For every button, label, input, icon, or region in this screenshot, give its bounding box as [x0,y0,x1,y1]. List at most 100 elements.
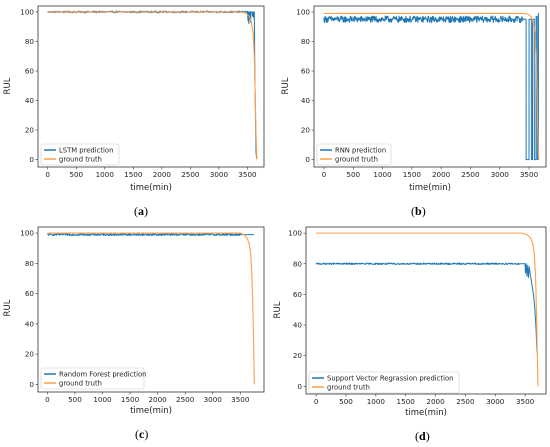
panel-b-ylabel: RUL [281,77,291,94]
panel-d-ticks: 0 500 1000 1500 2000 2500 3000 3500 0 20 40 60 80 100 [288,229,534,406]
panel-c-axes-frame [37,226,265,393]
panel-d-legend-label-truth: ground truth [327,384,370,392]
panel-b-xtick-label-3: 1500 [403,170,422,179]
panel-d-ytick-label-5: 100 [288,229,302,238]
panel-c-legend: Random Forest prediction ground truth [40,367,146,390]
panel-a-ytick-label-4: 80 [25,37,35,46]
panel-a-legend-label-truth: ground truth [59,156,102,164]
panel-d-xtick-label-5: 2500 [456,397,475,406]
panel-a-xtick-label-4: 2000 [153,170,172,179]
panel-d-xtick-label-4: 2000 [426,397,445,406]
panel-d-caption-letter: d [419,429,426,443]
panel-c-caption-letter: c [139,427,145,441]
panel-c-xtick-label-2: 1000 [93,395,112,404]
panel-d: 0 500 1000 1500 2000 2500 3000 3500 0 20 40 60 80 100… [273,226,547,443]
panel-c-ytick-label-0: 0 [29,380,34,389]
panel-c-legend-box [40,367,145,390]
panel-a-ylabel: RUL [3,77,13,94]
panel-a-xlabel: time(min) [130,183,172,193]
panel-a-xtick-label-0: 0 [45,170,50,179]
panel-d-xlabel: time(min) [405,408,447,418]
panel-b-series-truth-line [323,12,540,160]
panel-a-xtick-label-6: 3000 [210,170,229,179]
panel-c-xtick-label-1: 500 [68,395,82,404]
panel-b-xlabel: time(min) [409,183,451,193]
panel-b-legend-box [316,143,392,166]
panel-b-xtick-label-1: 500 [346,170,360,179]
panel-a-legend: LSTM prediction ground truth [40,143,120,166]
panel-c-ytick-label-5: 100 [20,229,34,238]
panel-a-xtick-label-3: 1500 [124,170,143,179]
panel-c-series-prediction-line [47,233,255,237]
panel-d-legend-label-prediction: Support Vector Regrassion prediction [327,375,453,383]
panel-c-xtick-label-0: 0 [45,395,50,404]
panel-d-plot-area [315,232,539,387]
panel-c-xtick-label-4: 2000 [148,395,167,404]
panel-b-ytick-label-5: 100 [296,7,310,16]
panel-c-ytick-label-2: 40 [25,319,35,328]
panel-d-legend: Support Vector Regrassion prediction gro… [308,371,460,394]
panel-c-ytick-label-3: 60 [25,289,35,298]
panel-d-xtick-label-2: 1000 [367,397,386,406]
panel-a-legend-label-prediction: LSTM prediction [59,147,113,155]
panel-d-series-prediction-line [315,262,538,353]
panel-b-xtick-label-0: 0 [322,170,327,179]
panel-c-ylabel: RUL [3,299,13,316]
panel-a-xtick-label-1: 500 [69,170,83,179]
panel-b-axes-frame [313,5,547,168]
panel-a-legend-box [40,143,120,166]
panel-c-caption: (c) [135,427,148,441]
panel-a-ticks: 0 500 1000 1500 2000 2500 3000 3500 0 20 40 60 80 100 [20,7,257,179]
panel-a-ytick-label-5: 100 [20,7,34,16]
panel-d-ytick-label-4: 80 [293,259,303,268]
panel-d-series-truth-line [316,232,539,387]
panel-c-xlabel: time(min) [130,406,172,416]
panel-b-ytick-label-3: 60 [301,66,311,75]
panel-b-ytick-label-0: 0 [305,155,310,164]
panel-b-ticks: 0 500 1000 1500 2000 2500 3000 3500 0 20 40 60 80 100 [296,7,538,179]
panel-a-series-truth-line [47,11,258,160]
panel-c-xtick-label-3: 1500 [121,395,140,404]
panel-b-xtick-label-6: 3000 [491,170,510,179]
panel-b-caption-letter: b [415,204,422,218]
panel-b-legend-label-prediction: RNN prediction [335,147,386,155]
panel-b-series-prediction-line [323,12,539,161]
panel-a-caption: (a) [134,204,148,218]
panel-a-ytick-label-0: 0 [29,155,34,164]
panel-d-caption: (d) [415,429,430,443]
panel-a-xtick-label-2: 1000 [96,170,115,179]
panel-b-legend: RNN prediction ground truth [316,143,392,166]
panel-a-xtick-label-5: 2500 [181,170,200,179]
panel-b-ytick-label-4: 80 [301,37,311,46]
panel-d-ytick-label-3: 60 [293,290,303,299]
panel-a-plot-area [47,10,258,160]
panel-d-ylabel: RUL [273,301,283,318]
panel-c-ytick-label-1: 20 [25,350,35,359]
panel-d-xtick-label-3: 1500 [397,397,416,406]
panel-c-ytick-label-4: 80 [25,259,35,268]
panel-c-xtick-label-7: 3500 [231,395,250,404]
panel-d-legend-box [308,371,460,394]
panel-b-xtick-label-5: 2500 [461,170,480,179]
panel-d-ytick-label-2: 40 [293,321,303,330]
panel-d-ytick-label-0: 0 [297,382,302,391]
panel-b-ytick-label-2: 40 [301,96,311,105]
panel-d-xtick-label-0: 0 [314,397,319,406]
panel-a-xtick-label-7: 3500 [238,170,257,179]
panel-a: 0 500 1000 1500 2000 2500 3000 3500 0 20 40 60 80 100… [3,5,265,218]
panel-a-axes-frame [37,5,265,168]
panel-c-series-truth-line [47,232,255,385]
panel-a-caption-letter: a [138,204,144,218]
panel-c-legend-label-prediction: Random Forest prediction [59,371,146,379]
panel-c-ticks: 0 500 1000 1500 2000 2500 3000 3500 0 20 40 60 80 100 [20,229,250,404]
panel-c: 0 500 1000 1500 2000 2500 3000 3500 0 20 40 60 80 100… [3,226,265,441]
panel-c-xtick-label-5: 2500 [176,395,195,404]
panel-d-axes-frame [305,226,547,395]
panel-a-ytick-label-3: 60 [25,66,35,75]
panel-b-ytick-label-1: 20 [301,126,311,135]
panel-a-ytick-label-1: 20 [25,126,35,135]
panel-d-xtick-label-6: 3000 [486,397,505,406]
panel-b-legend-label-truth: ground truth [335,156,378,164]
panel-b-plot-area [323,12,540,161]
